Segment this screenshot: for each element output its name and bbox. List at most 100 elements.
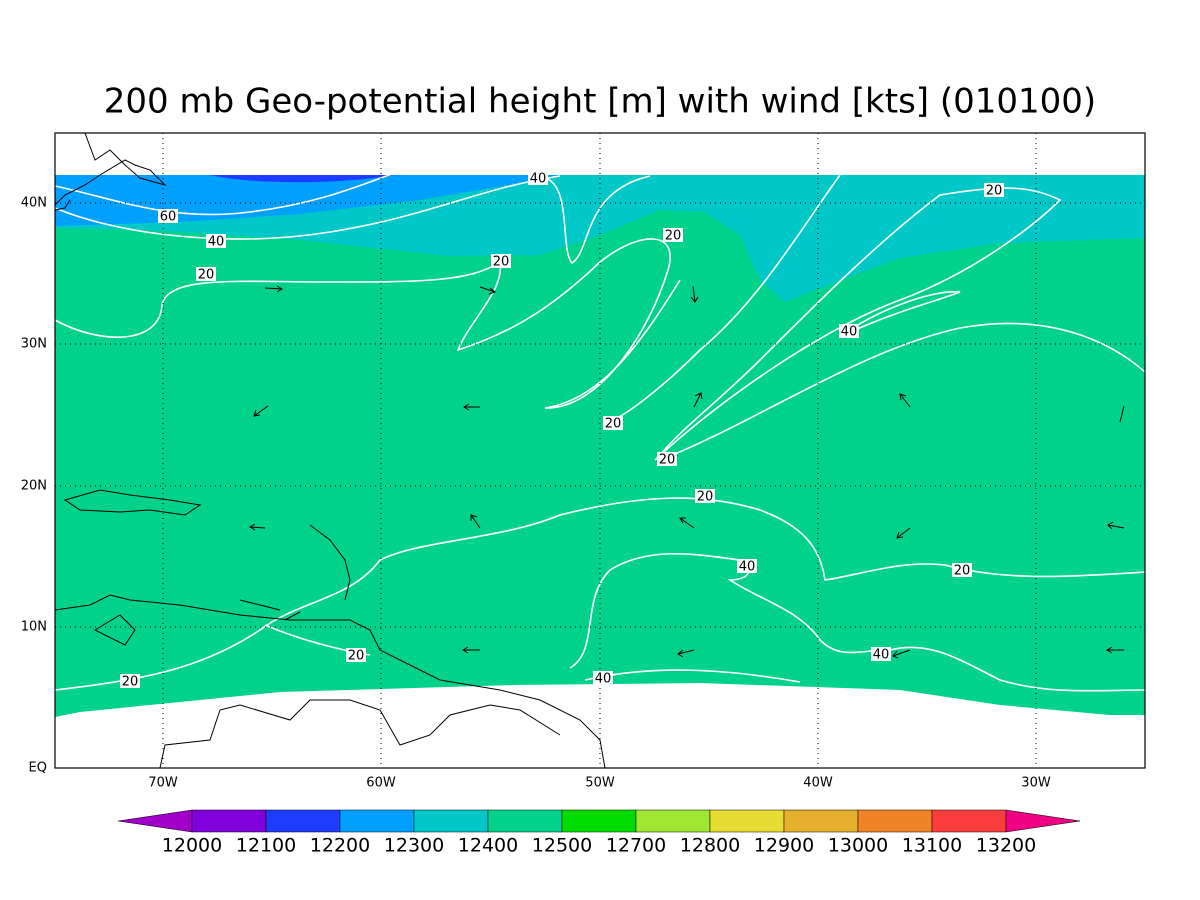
lat-label: 20N <box>21 479 47 494</box>
contour-label: 60 <box>160 210 177 225</box>
lon-label: 50W <box>585 776 615 791</box>
coastline <box>54 199 71 211</box>
contour-label-box <box>737 559 757 573</box>
contour-label-box <box>206 234 226 248</box>
colorbar-label: 13000 <box>828 835 888 857</box>
wind-arrow <box>264 285 283 293</box>
lat-label: 40N <box>21 196 47 211</box>
contour-label: 20 <box>493 255 510 270</box>
contour-line <box>569 552 1146 692</box>
lat-label: 10N <box>21 620 47 635</box>
wind-arrow <box>693 392 703 408</box>
wind-arrow <box>896 527 911 539</box>
colorbar-box <box>413 809 489 833</box>
contour-line <box>664 322 1146 459</box>
wind-arrow <box>462 646 480 654</box>
coastline <box>54 594 606 769</box>
colorbar-label: 12800 <box>680 835 740 857</box>
contour-label-box <box>952 563 972 577</box>
colorbar-label: 12400 <box>458 835 518 857</box>
colorbar-box <box>561 809 637 833</box>
contour-line <box>54 238 681 409</box>
axis-labels: 40N 30N 20N 10N EQ 70W 60W 50W 40W 30W <box>21 196 1051 791</box>
colorbar-label: 12900 <box>754 835 814 857</box>
contour-label: 20 <box>986 184 1003 199</box>
contour-label-box <box>839 324 859 338</box>
contour-label-box <box>603 416 623 430</box>
lon-label: 30W <box>1021 776 1051 791</box>
contour-label: 20 <box>697 490 714 505</box>
contour-label-box <box>663 228 683 242</box>
lat-label: 30N <box>21 337 47 352</box>
colorbar-triangle <box>1005 809 1081 833</box>
contour-label-box <box>528 171 548 185</box>
colorbar-label: 12100 <box>236 835 296 857</box>
map-plot: 40 60 40 20 20 20 20 40 20 20 20 40 20 20 40 40 20 <box>54 132 1146 769</box>
contour-label: 20 <box>198 268 215 283</box>
wind-arrow <box>679 517 695 529</box>
grid-lines <box>55 133 1145 768</box>
colorbar-box <box>709 809 785 833</box>
colorbar-box <box>931 809 1007 833</box>
contour-label: 40 <box>739 560 756 575</box>
coastline <box>54 132 167 206</box>
lon-label: 40W <box>803 776 833 791</box>
lat-label: EQ <box>29 761 47 776</box>
field-12400 <box>55 175 1145 717</box>
contour-line <box>54 167 411 216</box>
contour-label: 40 <box>530 172 547 187</box>
contour-label-box <box>871 647 891 661</box>
wind-arrow <box>892 649 911 659</box>
coastline <box>159 699 561 769</box>
coastline <box>93 614 136 646</box>
colorbar-label: 12300 <box>384 835 444 857</box>
contour-label: 20 <box>605 417 622 432</box>
wind-arrow <box>1106 646 1124 654</box>
contour-label-box <box>695 489 715 503</box>
contour-label: 40 <box>873 648 890 663</box>
wind-vectors <box>249 285 1125 659</box>
wind-arrow <box>470 514 481 529</box>
coastline <box>63 489 202 516</box>
map-title: 200 mb Geo-potential height [m] with win… <box>104 82 1096 122</box>
contour-label-box <box>196 267 216 281</box>
contour-label-box <box>158 209 178 223</box>
contour-labels: 40 60 40 20 20 20 20 40 20 20 20 40 20 20 40 40 20 <box>120 171 1004 690</box>
colorbar-label: 12500 <box>532 835 592 857</box>
contour-label: 20 <box>348 649 365 664</box>
colorbar-label: 12700 <box>606 835 666 857</box>
wind-arrow <box>690 285 699 303</box>
contour-label-box <box>593 671 613 685</box>
contour-label-box <box>120 674 140 688</box>
contour-label: 40 <box>208 235 225 250</box>
field-12100 <box>210 175 395 183</box>
colorbar-label: 12200 <box>310 835 370 857</box>
wind-arrow <box>479 286 497 295</box>
wind-arrow <box>463 403 480 411</box>
colorbar-triangle <box>117 809 193 833</box>
contour-line <box>54 175 561 240</box>
colorbar-box <box>487 809 563 833</box>
wind-arrow <box>253 405 269 417</box>
contour-line <box>544 175 651 265</box>
wind-arrow <box>249 523 266 531</box>
colorbar-box <box>339 809 415 833</box>
wind-arrow <box>899 393 911 408</box>
contour-label-box <box>346 648 366 662</box>
contour-label: 20 <box>954 564 971 579</box>
colorbar-label: 13200 <box>976 835 1036 857</box>
colorbar-box <box>635 809 711 833</box>
contour-label: 20 <box>659 453 676 468</box>
colorbar: 12000 12100 12200 12300 12400 12500 12700 12800… <box>117 809 1081 857</box>
contour-label-box <box>984 183 1004 197</box>
colorbar-box <box>783 809 859 833</box>
colorbar-label: 13100 <box>902 835 962 857</box>
contour-line <box>609 174 841 421</box>
colorbar-box <box>191 809 267 833</box>
contour-label: 40 <box>595 672 612 687</box>
contour-line <box>54 497 1146 691</box>
coastline <box>309 524 351 601</box>
contour-label: 20 <box>665 229 682 244</box>
contour-line <box>849 291 961 331</box>
plot-frame <box>54 132 1146 769</box>
